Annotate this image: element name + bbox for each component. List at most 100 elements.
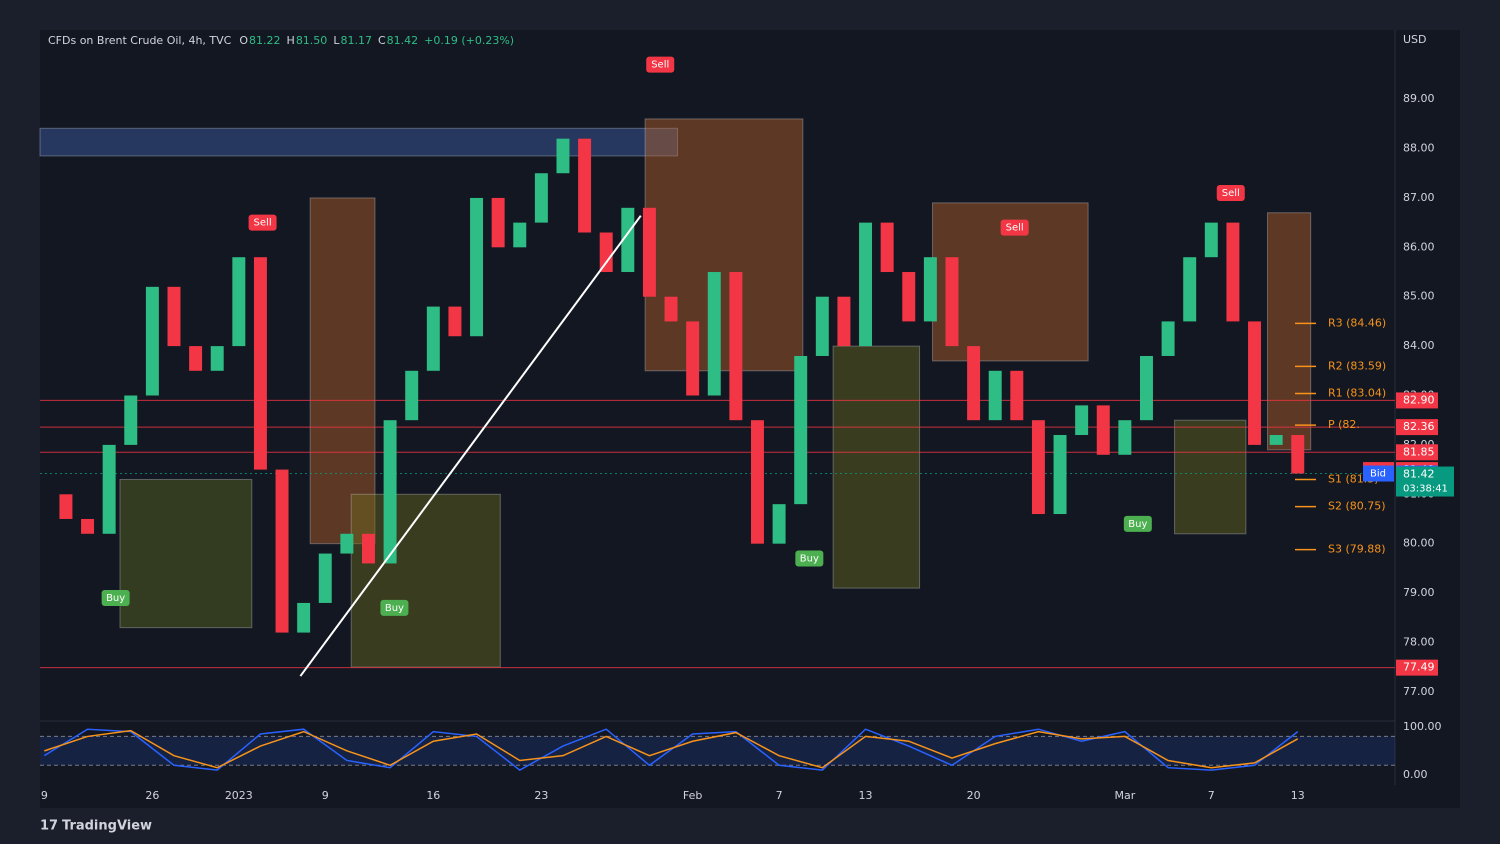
candle xyxy=(1226,222,1240,322)
signal-label: Buy xyxy=(385,603,404,614)
zone xyxy=(832,345,921,589)
candle xyxy=(189,346,203,371)
candle xyxy=(145,286,159,396)
candle xyxy=(210,346,224,371)
chart-title: CFDs on Brent Crude Oil, 4h, TVC xyxy=(48,34,232,47)
ohlc-key: O xyxy=(239,34,248,47)
brand: TradingView xyxy=(62,819,152,834)
y-tick-label: 85.00 xyxy=(1403,290,1435,303)
x-tick-label: 23 xyxy=(534,789,548,802)
candle xyxy=(642,207,656,297)
signal-label: Buy xyxy=(1128,519,1147,530)
x-tick-label: Feb xyxy=(683,789,702,802)
candle xyxy=(167,286,181,347)
candle xyxy=(1204,222,1218,258)
zone xyxy=(1174,419,1247,535)
price-tag xyxy=(1396,444,1438,461)
candle xyxy=(59,494,73,519)
trendline xyxy=(299,215,642,677)
candle xyxy=(318,553,332,603)
x-tick-label: 9 xyxy=(41,789,48,802)
price-tag-label: 82.90 xyxy=(1403,393,1435,406)
zone xyxy=(119,478,253,629)
pivot-label: R1 (83.04) xyxy=(1328,387,1386,400)
signal-badge xyxy=(795,550,824,567)
candle xyxy=(124,395,138,445)
x-tick-label: 13 xyxy=(859,789,873,802)
x-tick-label: Mar xyxy=(1114,789,1135,802)
x-tick-label: 16 xyxy=(426,789,440,802)
signal-badge xyxy=(101,590,130,607)
candle xyxy=(794,355,808,505)
candle xyxy=(1269,435,1283,445)
candle xyxy=(750,420,764,544)
y-tick-label: 84.00 xyxy=(1403,339,1435,352)
candle xyxy=(1053,435,1067,515)
price-tag-label: 82.36 xyxy=(1403,420,1435,433)
y-tick-label: 77.00 xyxy=(1403,685,1435,698)
zone xyxy=(350,493,501,668)
candle xyxy=(945,257,959,347)
candle xyxy=(362,533,375,564)
pivot-label: S2 (80.75) xyxy=(1328,500,1386,513)
signal-label: Buy xyxy=(800,553,819,564)
candle xyxy=(253,257,267,470)
change: +0.19 (+0.23%) xyxy=(424,34,514,47)
candle xyxy=(426,306,440,371)
candle xyxy=(470,197,484,337)
x-tick-label: 9 xyxy=(322,789,329,802)
osc-tick-label: 0.00 xyxy=(1403,768,1428,781)
zone xyxy=(39,127,679,157)
osc-line xyxy=(44,729,1299,769)
candle xyxy=(902,272,916,322)
candle xyxy=(599,232,613,273)
candle xyxy=(772,504,786,544)
candle xyxy=(1183,257,1197,322)
price-tag-name: Bid xyxy=(1370,469,1386,480)
ohlc-value: 81.42 xyxy=(387,34,419,47)
candle xyxy=(1031,420,1045,515)
candle xyxy=(923,257,937,322)
ohlc-key: H xyxy=(287,34,295,47)
currency: USD xyxy=(1403,33,1427,46)
price-tag xyxy=(1396,659,1438,676)
ohlc-key: L xyxy=(333,34,340,47)
signal-label: Sell xyxy=(1222,188,1240,199)
candle xyxy=(556,138,570,174)
pivot-label: R3 (84.46) xyxy=(1328,316,1386,329)
signal-label: Sell xyxy=(254,218,272,229)
signal-badge xyxy=(646,56,675,73)
countdown: 03:38:41 xyxy=(1403,484,1448,495)
osc-line xyxy=(43,728,1299,771)
candle xyxy=(102,444,116,534)
price-tag xyxy=(1396,419,1438,436)
candle xyxy=(578,138,592,233)
candle xyxy=(1010,370,1024,421)
y-tick-label: 80.00 xyxy=(1403,537,1435,550)
candle xyxy=(275,469,289,633)
candle xyxy=(815,296,829,356)
y-tick-label: 89.00 xyxy=(1403,92,1435,105)
candle xyxy=(534,173,548,223)
x-tick-label: 20 xyxy=(967,789,981,802)
candle xyxy=(405,370,419,421)
candle xyxy=(1248,321,1262,445)
price-tag-label: 81.42 xyxy=(1403,468,1435,481)
candle xyxy=(513,222,527,248)
ohlc-value: 81.17 xyxy=(340,34,372,47)
candle xyxy=(686,321,700,396)
osc-tick-label: 100.00 xyxy=(1403,720,1442,733)
candle xyxy=(1118,420,1132,455)
ohlc-value: 81.50 xyxy=(296,34,328,47)
signal-badge xyxy=(1123,515,1152,532)
candle xyxy=(383,420,397,564)
candle xyxy=(967,346,981,421)
candle xyxy=(880,222,894,273)
ohlc-value: 81.22 xyxy=(249,34,281,47)
price-tag-label: 81.85 xyxy=(1403,445,1435,458)
candle xyxy=(297,602,311,633)
signal-label: Buy xyxy=(106,593,125,604)
y-tick-label: 78.00 xyxy=(1403,635,1435,648)
